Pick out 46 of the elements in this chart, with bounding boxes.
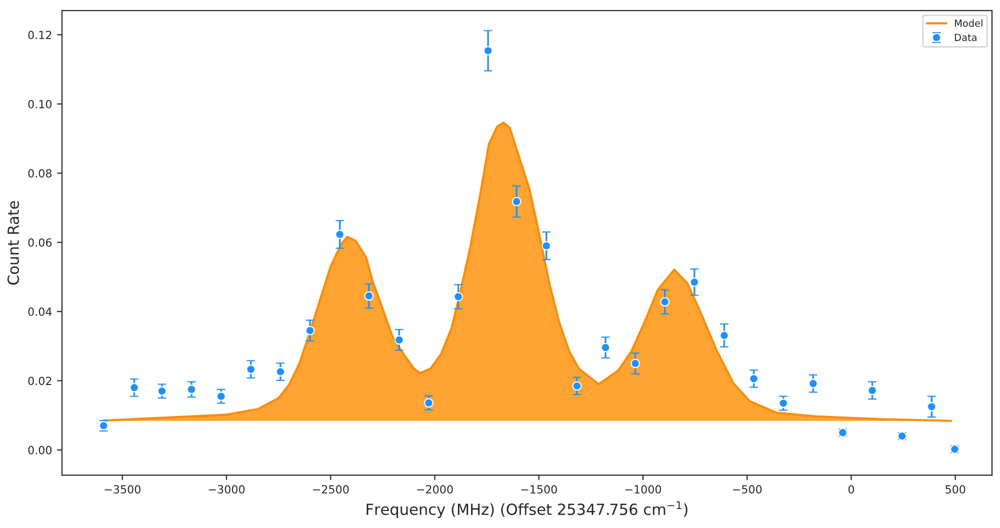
x-tick-label: −2500 [313, 485, 349, 494]
point [305, 326, 315, 336]
point [276, 367, 286, 376]
point [130, 382, 139, 392]
x-tick-label: −500 [733, 485, 762, 494]
point [808, 378, 818, 388]
x-tick-label: −3000 [208, 485, 245, 494]
point [335, 230, 345, 240]
point [216, 392, 226, 402]
point [424, 398, 434, 408]
y-tick-label: 0.12 [28, 30, 52, 40]
point [600, 342, 610, 352]
y-tick-label: 0.10 [28, 100, 52, 108]
y-tick-label: 0.00 [28, 446, 52, 454]
y-axis-title: Count Rate [7, 201, 20, 285]
point [394, 335, 404, 345]
y-tick-label: 0.08 [28, 169, 52, 178]
x-tick-label: −2000 [417, 485, 453, 494]
legend-label: Data [955, 34, 976, 42]
point [483, 46, 493, 56]
legend-label: Model [955, 19, 982, 27]
x-tick-label: 500 [946, 485, 966, 494]
point [512, 196, 522, 206]
y-tick-label: 0.02 [28, 376, 52, 386]
point [542, 241, 552, 251]
point [926, 402, 936, 412]
point [719, 330, 729, 340]
point [868, 386, 877, 396]
point [690, 277, 700, 287]
y-tick-label: 0.04 [28, 308, 52, 316]
point [660, 297, 670, 307]
point [364, 291, 374, 301]
y-tick-label: 0.06 [28, 238, 52, 247]
x-tick-label: −3500 [104, 485, 140, 494]
point [157, 386, 167, 396]
x-axis-title: Frequency (MHz) (Offset 25347.756 cm$^{−1}$) [366, 501, 688, 518]
point [572, 381, 582, 391]
x-tick-label: −1000 [625, 485, 662, 494]
x-tick-label: −1500 [521, 485, 557, 494]
x-tick-label: 0 [848, 485, 854, 494]
point [186, 384, 196, 394]
point [778, 398, 788, 408]
point [630, 358, 640, 368]
point [749, 374, 758, 384]
point [246, 364, 256, 374]
point [454, 292, 463, 302]
